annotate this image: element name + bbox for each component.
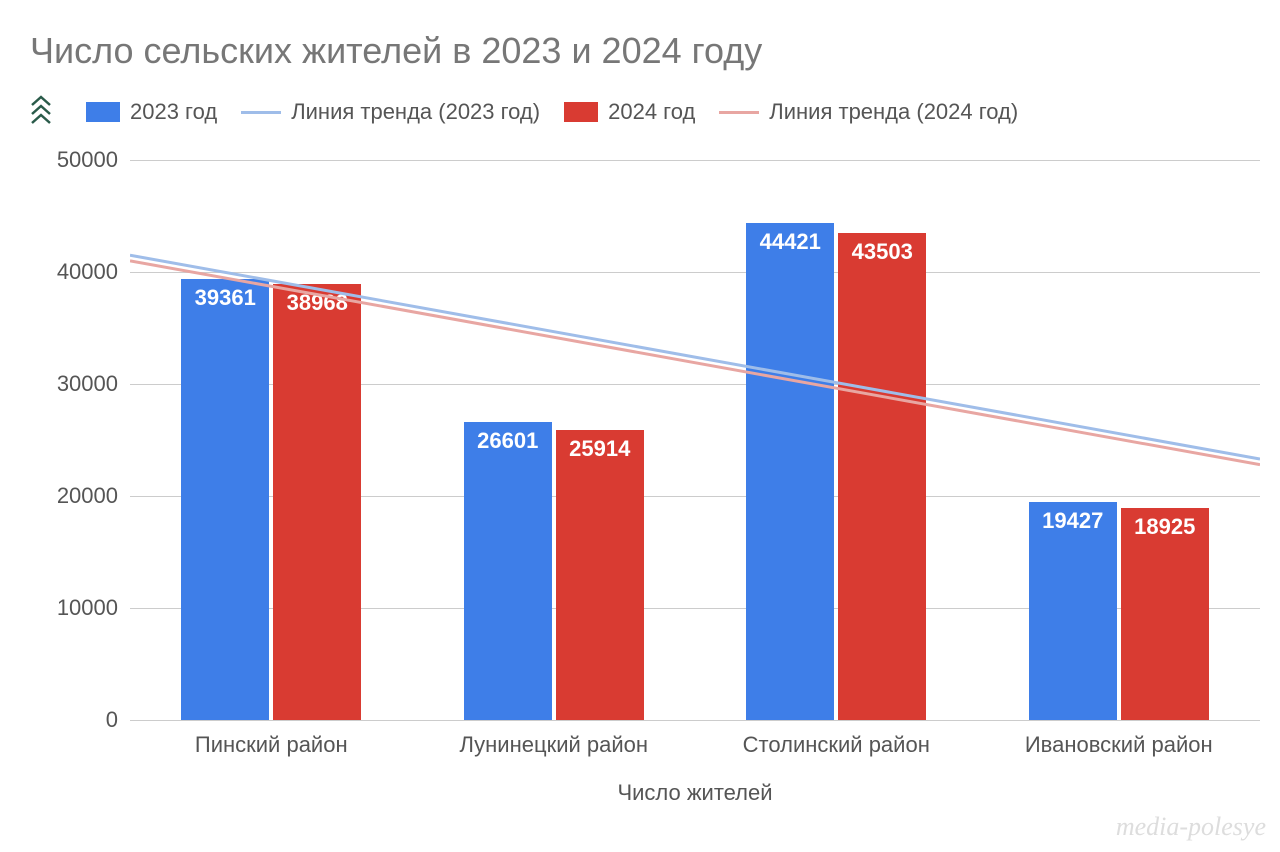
scroll-up-icon[interactable] [30, 95, 52, 129]
bar-value-label: 39361 [195, 285, 256, 311]
x-axis-title: Число жителей [617, 780, 772, 806]
chart-plot-area: 01000020000300004000050000 3936138968266… [130, 160, 1260, 720]
bar-value-label: 44421 [760, 229, 821, 255]
y-tick-label: 40000 [57, 259, 130, 285]
bar-value-label: 25914 [569, 436, 630, 462]
legend-swatch-box [564, 102, 598, 122]
bar[interactable]: 43503 [838, 233, 926, 720]
bar-value-label: 38968 [287, 290, 348, 316]
bar[interactable]: 25914 [556, 430, 644, 720]
y-tick-label: 50000 [57, 147, 130, 173]
bar-value-label: 43503 [852, 239, 913, 265]
legend-item[interactable]: 2024 год [564, 99, 695, 125]
x-tick-label: Столинский район [743, 720, 930, 758]
bar[interactable]: 39361 [181, 279, 269, 720]
y-tick-label: 30000 [57, 371, 130, 397]
legend-swatch-box [86, 102, 120, 122]
y-tick-label: 20000 [57, 483, 130, 509]
legend-label: Линия тренда (2023 год) [291, 99, 540, 125]
bar[interactable]: 19427 [1029, 502, 1117, 720]
x-tick-label: Пинский район [195, 720, 348, 758]
legend-item[interactable]: Линия тренда (2024 год) [719, 99, 1018, 125]
bar[interactable]: 38968 [273, 284, 361, 720]
legend-swatch-line [719, 111, 759, 114]
bar[interactable]: 44421 [746, 223, 834, 721]
bar[interactable]: 26601 [464, 422, 552, 720]
y-tick-label: 0 [106, 707, 130, 733]
bar[interactable]: 18925 [1121, 508, 1209, 720]
chart-bars: 39361 38968 26601 25914 44421 43503 19427 18925 [130, 160, 1260, 720]
legend-label: 2024 год [608, 99, 695, 125]
chart-title: Число сельских жителей в 2023 и 2024 год… [30, 30, 762, 72]
bar-value-label: 26601 [477, 428, 538, 454]
bar-value-label: 18925 [1134, 514, 1195, 540]
legend-item[interactable]: Линия тренда (2023 год) [241, 99, 540, 125]
legend-swatch-line [241, 111, 281, 114]
chart-container: Число сельских жителей в 2023 и 2024 год… [0, 0, 1280, 852]
x-tick-label: Лунинецкий район [459, 720, 648, 758]
watermark: media-polesye [1116, 812, 1266, 842]
legend-label: Линия тренда (2024 год) [769, 99, 1018, 125]
bar-value-label: 19427 [1042, 508, 1103, 534]
chart-legend: 2023 год Линия тренда (2023 год) 2024 год Л… [30, 95, 1018, 129]
x-tick-label: Ивановский район [1025, 720, 1213, 758]
y-tick-label: 10000 [57, 595, 130, 621]
legend-items: 2023 год Линия тренда (2023 год) 2024 год Л… [86, 99, 1018, 125]
legend-label: 2023 год [130, 99, 217, 125]
legend-item[interactable]: 2023 год [86, 99, 217, 125]
